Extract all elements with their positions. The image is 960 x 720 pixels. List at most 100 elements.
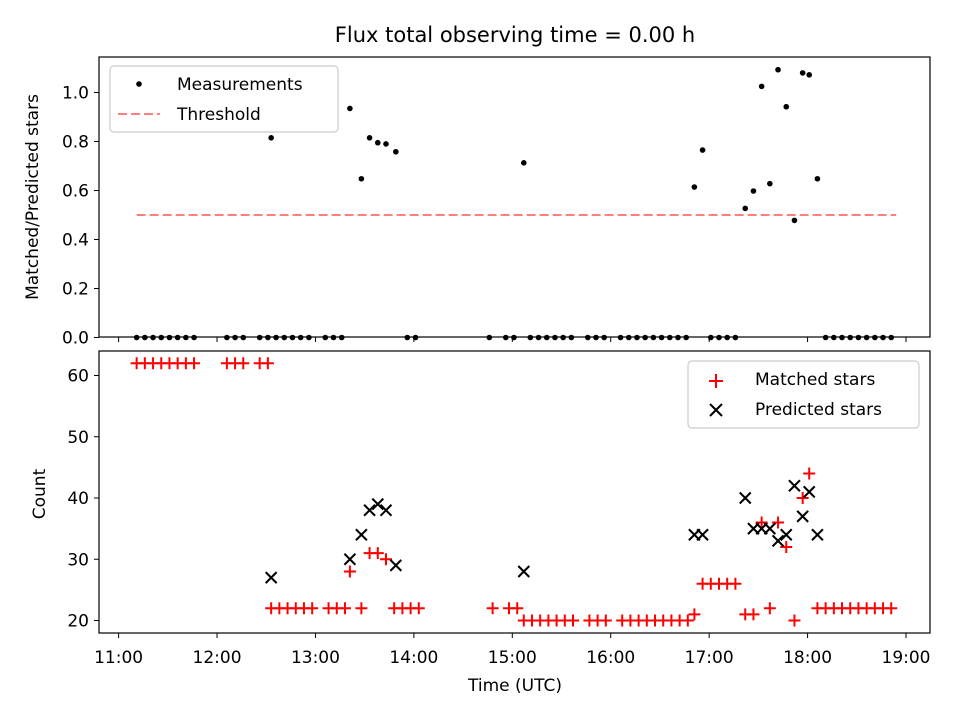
- top-y-tick-label: 1.0: [62, 84, 89, 104]
- matched-star-point: [379, 553, 392, 566]
- predicted-star-point: [780, 528, 793, 541]
- matched-star-point: [355, 602, 368, 615]
- legend-measurements-label: Measurements: [177, 75, 303, 95]
- matched-star-point: [885, 602, 898, 615]
- bottom-x-tick-label: 18:00: [783, 648, 832, 668]
- matched-star-point: [681, 614, 694, 627]
- flux-ratio-panel: Flux total observing time = 0.00 h Match…: [23, 23, 931, 349]
- measurement-point: [791, 217, 798, 224]
- bottom-y-tick-label: 60: [67, 367, 89, 387]
- bottom-x-tick-label: 19:00: [882, 648, 931, 668]
- bottom-x-ticks: 11:00 12:00 13:00 14:00 15:00 16:00 17:00 18:00…: [94, 633, 931, 668]
- bottom-y-tick-label: 50: [67, 428, 89, 448]
- bottom-x-tick-label: 16:00: [586, 648, 635, 668]
- measurement-point: [799, 70, 806, 76]
- matched-star-point: [772, 516, 785, 529]
- bottom-legend: Matched stars Predicted stars: [687, 360, 920, 429]
- matched-star-point: [796, 492, 809, 504]
- top-axes-frame: [98, 56, 931, 338]
- bottom-plot-marks: [130, 357, 898, 627]
- matched-star-point: [511, 602, 524, 615]
- matched-star-point: [343, 565, 356, 578]
- bottom-y-axis-label: Count: [30, 468, 50, 519]
- matched-star-point: [747, 608, 760, 621]
- chart-title: Flux total observing time = 0.00 h: [335, 23, 695, 47]
- measurement-point: [750, 188, 757, 194]
- predicted-star-point: [371, 497, 384, 511]
- measurement-point: [783, 103, 790, 110]
- predicted-star-point: [739, 491, 752, 505]
- predicted-star-point: [796, 510, 809, 523]
- matched-star-point: [566, 614, 579, 627]
- predicted-star-point: [343, 553, 357, 566]
- predicted-star-point: [517, 565, 530, 578]
- measurement-point: [393, 148, 399, 155]
- predicted-star-point: [389, 559, 403, 572]
- top-y-tick-label: 0.6: [62, 182, 89, 202]
- matched-star-point: [237, 357, 250, 370]
- measurement-point: [383, 141, 389, 147]
- matched-star-point: [371, 547, 384, 560]
- predicted-star-point: [788, 479, 801, 492]
- matched-star-point: [412, 602, 425, 615]
- matched-star-point: [688, 608, 701, 621]
- measurement-point: [691, 184, 698, 190]
- measurement-point: [767, 180, 773, 187]
- top-y-tick-label: 0.0: [62, 329, 89, 349]
- measurement-point: [775, 66, 781, 73]
- measurement-point: [699, 147, 706, 153]
- bottom-x-tick-label: 11:00: [94, 648, 143, 668]
- matched-star-point: [486, 602, 499, 615]
- bottom-axes-frame: [98, 350, 931, 634]
- predicted-star-point: [355, 528, 368, 541]
- legend-matched-label: Matched stars: [755, 370, 875, 390]
- predicted-star-point: [771, 534, 785, 548]
- matched-star-point: [780, 541, 793, 553]
- matched-star-point: [261, 357, 274, 370]
- top-y-tick-label: 0.4: [62, 231, 89, 251]
- bottom-legend-box: [687, 360, 920, 429]
- predicted-star-point: [264, 571, 278, 584]
- measurement-point: [347, 105, 353, 112]
- measurement-point: [366, 135, 373, 141]
- legend-matched-marker: [709, 374, 723, 388]
- matched-star-point: [188, 357, 201, 370]
- bottom-x-tick-label: 12:00: [193, 648, 242, 668]
- measurement-point: [268, 135, 274, 141]
- top-y-axis-label: Matched/Predicted stars: [23, 94, 43, 300]
- bottom-y-tick-label: 40: [67, 489, 89, 509]
- predicted-star-point: [363, 504, 376, 517]
- top-y-tick-label: 0.2: [62, 280, 89, 300]
- measurement-point: [814, 175, 821, 182]
- bottom-y-tick-label: 30: [67, 550, 89, 570]
- legend-threshold-label: Threshold: [176, 105, 261, 125]
- matched-star-point: [763, 602, 776, 615]
- bottom-y-ticks: 20 30 40 50 60: [67, 367, 99, 632]
- matched-star-point: [755, 516, 768, 529]
- matched-star-point: [803, 467, 816, 480]
- matched-star-point: [788, 614, 801, 627]
- predicted-star-point: [763, 522, 777, 535]
- bottom-x-tick-label: 14:00: [389, 648, 438, 668]
- measurement-point: [520, 160, 527, 166]
- matched-star-point: [306, 602, 319, 615]
- predicted-star-point: [696, 528, 709, 541]
- measurement-point: [758, 83, 765, 90]
- matched-star-point: [338, 602, 351, 615]
- measurement-point: [374, 139, 381, 146]
- top-y-ticks: 0.0 0.2 0.4 0.6 0.8 1.0: [62, 84, 99, 349]
- bottom-x-tick-label: 17:00: [685, 648, 734, 668]
- top-legend-box: [109, 65, 339, 133]
- x-axis-label: Time (UTC): [467, 676, 562, 696]
- legend-predicted-label: Predicted stars: [755, 400, 882, 420]
- bottom-y-tick-label: 20: [67, 612, 89, 632]
- measurement-point: [358, 175, 365, 182]
- top-y-tick-label: 0.8: [62, 133, 89, 153]
- measurement-point: [742, 205, 749, 212]
- legend-predicted-marker: [709, 403, 723, 417]
- matched-star-point: [599, 614, 612, 627]
- counts-panel: Count Time (UTC) 20 30 40 50 60 11:00 12:00 13…: [30, 350, 931, 696]
- predicted-star-point: [803, 485, 816, 499]
- bottom-x-tick-label: 15:00: [488, 648, 537, 668]
